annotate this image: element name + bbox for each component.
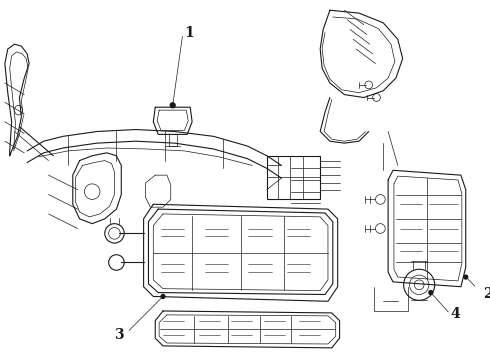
Text: 3: 3 — [115, 328, 124, 342]
Circle shape — [429, 291, 433, 294]
Bar — [267, 156, 320, 199]
Circle shape — [171, 103, 175, 108]
Text: 1: 1 — [184, 26, 194, 40]
Circle shape — [161, 294, 165, 298]
Text: 4: 4 — [450, 307, 460, 321]
Circle shape — [464, 275, 467, 279]
Text: 2: 2 — [483, 288, 490, 301]
